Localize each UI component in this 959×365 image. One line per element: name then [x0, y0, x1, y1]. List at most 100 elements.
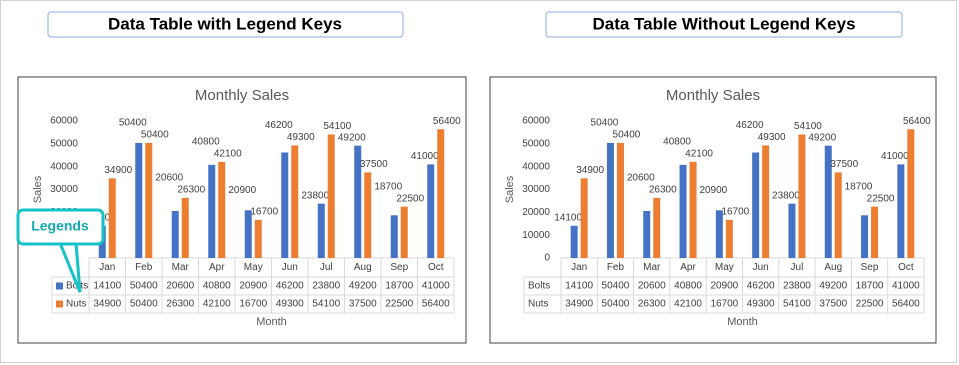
bar	[437, 129, 445, 258]
table-cell: 20900	[239, 281, 267, 292]
bar	[108, 178, 116, 258]
table-cell: 16700	[710, 299, 738, 310]
table-cell: 50400	[602, 281, 630, 292]
bar	[390, 215, 398, 258]
data-label: 20600	[627, 173, 655, 184]
header-box	[47, 11, 404, 38]
data-label: 18700	[845, 181, 873, 192]
table-cell: 50400	[602, 299, 630, 310]
table-cell: 49300	[276, 299, 304, 310]
y-tick-label: 20000	[522, 207, 550, 218]
bar	[135, 142, 143, 258]
y-tick-label: 0	[544, 253, 550, 264]
data-label: 16700	[721, 207, 749, 218]
bar	[762, 145, 770, 258]
table-cell: 42100	[203, 299, 231, 310]
x-tick-label: Mar	[643, 262, 661, 273]
x-tick-label: Mar	[172, 262, 190, 273]
table-cell: 49300	[747, 299, 775, 310]
y-tick-label: 30000	[522, 184, 550, 195]
bar	[171, 210, 179, 258]
data-label: 23800	[772, 190, 800, 201]
y-axis-title: Sales	[504, 175, 516, 203]
data-label: 40800	[663, 137, 691, 148]
x-tick-label: Sep	[861, 262, 879, 273]
chart-title: Monthly Sales	[195, 87, 289, 104]
data-label: 22500	[867, 193, 895, 204]
bar	[788, 203, 796, 258]
y-tick-label: 60000	[50, 116, 78, 127]
data-label: 34900	[104, 165, 132, 176]
data-label: 49200	[808, 132, 836, 143]
table-cell: 34900	[93, 299, 121, 310]
table-cell: 18700	[856, 281, 884, 292]
legend-key	[56, 282, 63, 290]
data-label: 56400	[903, 116, 931, 127]
x-tick-label: Oct	[898, 262, 914, 273]
data-label: 18700	[374, 181, 402, 192]
bar	[715, 210, 723, 258]
y-tick-label: 40000	[522, 161, 550, 172]
x-tick-label: Jul	[791, 262, 804, 273]
table-cell: 46200	[276, 281, 304, 292]
bar	[653, 197, 661, 258]
x-axis-title: Month	[256, 316, 287, 328]
bar	[798, 134, 806, 258]
data-label: 49200	[338, 132, 366, 143]
data-label: 50400	[119, 118, 147, 129]
bar	[244, 210, 252, 258]
data-label: 54100	[794, 121, 822, 132]
data-label: 26300	[177, 185, 205, 196]
data-label: 41000	[411, 151, 439, 162]
data-label: 37500	[360, 159, 388, 170]
table-cell: 14100	[93, 281, 121, 292]
bar	[897, 164, 905, 258]
x-tick-label: Apr	[209, 262, 225, 273]
header-box	[545, 11, 903, 38]
header: Data Table Without Legend Keys	[592, 14, 855, 33]
bar	[679, 164, 687, 258]
data-label: 20900	[228, 185, 256, 196]
data-label: 16700	[250, 207, 278, 218]
table-cell: 49200	[819, 281, 847, 292]
data-label: 14100	[554, 212, 582, 223]
x-tick-label: Aug	[354, 262, 372, 273]
bar	[145, 142, 153, 258]
x-tick-label: Aug	[824, 262, 842, 273]
table-cell: 41000	[422, 281, 450, 292]
bar	[291, 145, 299, 258]
bar	[281, 152, 289, 258]
x-tick-label: Jun	[282, 262, 298, 273]
data-label: 22500	[396, 193, 424, 204]
table-cell: 54100	[312, 299, 340, 310]
x-tick-label: Jan	[571, 262, 587, 273]
data-label: 50400	[591, 118, 619, 129]
table-cell: 40800	[203, 281, 231, 292]
bar	[580, 178, 588, 258]
table-cell: 49200	[349, 281, 377, 292]
bar	[871, 206, 879, 258]
x-tick-label: May	[244, 262, 263, 273]
bar	[181, 197, 189, 258]
data-label: 42100	[214, 149, 242, 160]
table-cell: 16700	[239, 299, 267, 310]
data-label: 41000	[881, 151, 909, 162]
table-cell: 20600	[166, 281, 194, 292]
data-label: 37500	[830, 159, 858, 170]
table-cell: 50400	[130, 299, 158, 310]
table-cell: 34900	[565, 299, 593, 310]
y-tick-label: 40000	[50, 161, 78, 172]
data-label: 23800	[301, 190, 329, 201]
table-cell: 26300	[638, 299, 666, 310]
y-axis-title: Sales	[32, 175, 44, 203]
x-tick-label: Jan	[99, 262, 115, 273]
data-label: 49300	[758, 132, 786, 143]
chart-frame	[489, 76, 937, 344]
data-label: 46200	[736, 120, 764, 131]
table-cell: 22500	[856, 299, 884, 310]
table-cell: 20600	[638, 281, 666, 292]
data-label: 20600	[155, 173, 183, 184]
x-tick-label: Feb	[607, 262, 625, 273]
table-cell: 50400	[130, 281, 158, 292]
